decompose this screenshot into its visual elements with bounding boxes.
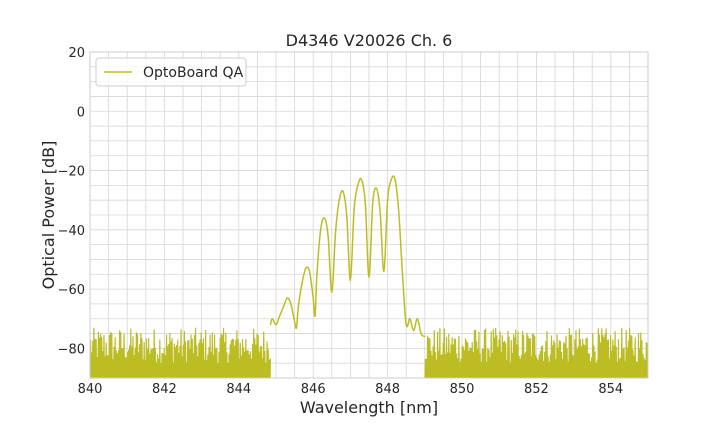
legend: OptoBoard QA (95, 57, 247, 87)
y-tick-label: −40 (58, 224, 85, 239)
series-point (312, 297, 314, 299)
series-point (314, 315, 316, 317)
series-point (346, 214, 348, 216)
series-point (269, 324, 272, 326)
x-tick-label: 846 (301, 382, 326, 397)
series-point (398, 211, 400, 213)
series-point (357, 184, 359, 186)
y-tick-label: 0 (77, 105, 85, 120)
series-point (424, 335, 426, 338)
series-point (409, 318, 411, 320)
series-point (275, 324, 277, 326)
series-point (405, 324, 407, 326)
series-point (294, 321, 296, 323)
series-point (360, 178, 363, 181)
series-point (413, 329, 415, 332)
series-point (420, 332, 422, 335)
legend-label: OptoBoard QA (143, 65, 244, 81)
series-line-optoboard-qa (269, 175, 426, 338)
y-axis-label: Optical Power [dB] (39, 141, 58, 290)
series-point (297, 306, 299, 308)
series-point (286, 297, 288, 299)
y-ticks: −80 −60 −40 −20 0 20 (58, 46, 85, 357)
x-tick-label: 840 (78, 382, 103, 397)
series-point (379, 211, 381, 213)
series-point (349, 279, 351, 281)
series-point (342, 190, 344, 192)
x-tick-label: 844 (226, 382, 251, 397)
series-point (331, 291, 333, 293)
series-point (308, 270, 311, 272)
series-point (390, 178, 392, 181)
series-point (320, 229, 322, 231)
x-tick-label: 850 (450, 382, 475, 397)
x-tick-label: 852 (524, 382, 549, 397)
x-ticks: 840 842 844 846 848 850 852 854 (78, 382, 624, 397)
plot-frame (89, 51, 649, 379)
series-point (279, 315, 281, 317)
series-point (301, 282, 303, 284)
series-point (282, 306, 285, 308)
series-noise-floor (90, 327, 648, 378)
x-tick-label: 854 (598, 382, 623, 397)
chart-title: D4346 V20026 Ch. 6 (286, 31, 453, 50)
series-point (334, 232, 337, 234)
series-point (364, 202, 366, 204)
series-point (327, 235, 329, 237)
series-point (323, 217, 325, 219)
y-tick-label: −60 (58, 283, 85, 298)
series-point (338, 199, 340, 201)
series-point (368, 276, 370, 278)
y-tick-label: −20 (58, 165, 85, 180)
series-point (295, 327, 298, 329)
legend-box (95, 57, 247, 87)
x-tick-label: 842 (152, 382, 177, 397)
series-point (387, 199, 389, 201)
series-point (375, 187, 378, 189)
series-point (316, 273, 318, 275)
series-point (394, 178, 396, 181)
series-point (383, 270, 385, 272)
series-point (305, 267, 307, 269)
y-tick-label: 20 (68, 46, 85, 61)
x-axis-label: Wavelength [nm] (300, 398, 438, 417)
series-layer (90, 175, 648, 378)
x-tick-label: 848 (375, 382, 400, 397)
series-point (401, 273, 404, 275)
series-point (353, 208, 355, 210)
series-point (416, 318, 418, 320)
series-point (372, 202, 374, 204)
series-point (290, 303, 292, 305)
series-point (271, 318, 273, 320)
y-tick-label: −80 (58, 342, 85, 357)
